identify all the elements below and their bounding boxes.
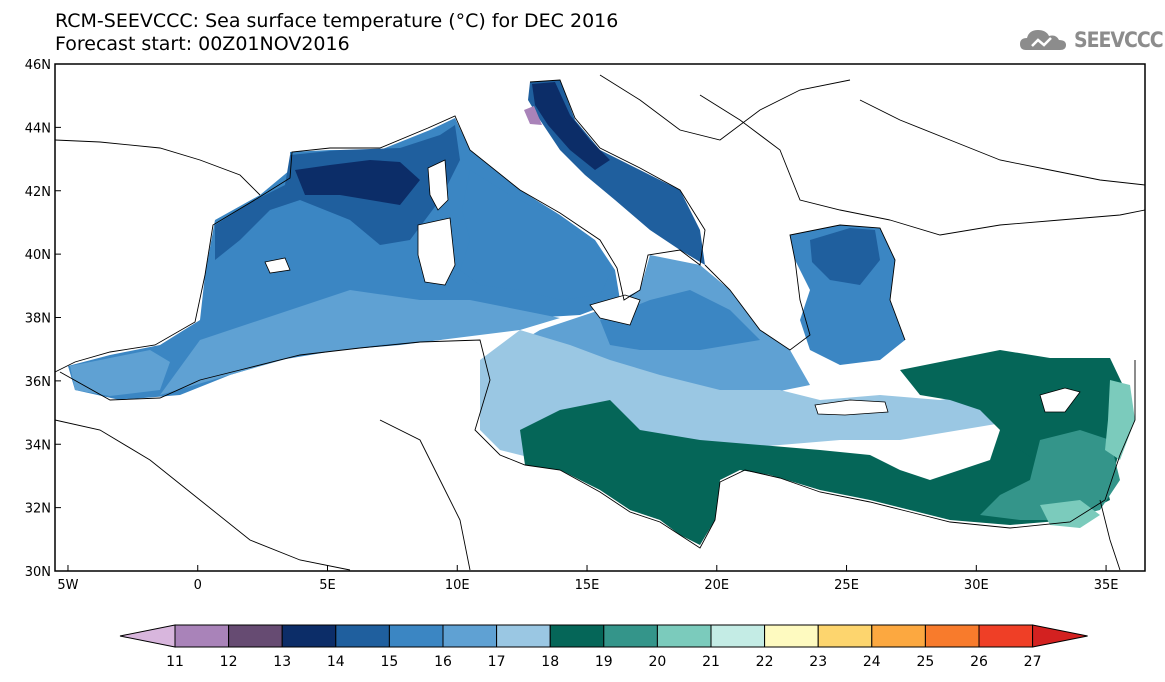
map-title: RCM-SEEVCCC: Sea surface temperature (°C… [55, 10, 619, 32]
colorbar-box [871, 624, 926, 648]
x-tick-label: 5W [57, 578, 78, 593]
colorbar-box [978, 624, 1034, 648]
y-tick-label: 40N [25, 248, 51, 263]
levantine-20 [980, 430, 1120, 520]
colorbar-box [764, 624, 819, 648]
colorbar-label: 13 [273, 654, 291, 670]
north-aegean-15 [810, 228, 880, 285]
colorbar-box [710, 624, 766, 648]
x-tick-label: 10E [445, 578, 470, 593]
colorbar-max-arrow [1032, 624, 1088, 648]
ionian-core-15 [600, 290, 760, 350]
north-adriatic-14 [532, 82, 610, 170]
trieste-12 [524, 106, 542, 125]
seevccc-logo: SEEVCCC [1018, 26, 1164, 56]
colorbar-label: 25 [916, 654, 934, 670]
colorbar-label: 24 [863, 654, 881, 670]
y-tick-label: 42N [25, 185, 51, 200]
latitude-axis: 30N 32N 34N 36N 38N 40N 42N 44N 46N [25, 58, 61, 580]
colorbar-box [817, 624, 873, 648]
colorbar-label: 21 [702, 654, 720, 670]
colorbar-label: 16 [434, 654, 452, 670]
corsica [427, 159, 449, 211]
colorbar-label: 26 [970, 654, 988, 670]
x-tick-label: 20E [704, 578, 729, 593]
sst-map: 5W 0 5E 10E 15E 20E 25E 30E 35E 30N 32N 34N 36N 38N 4… [25, 58, 1146, 593]
cloud-logo-icon [1020, 30, 1066, 50]
colorbar-box [174, 624, 230, 648]
x-tick-label: 35E [1094, 578, 1119, 593]
colorbar-box [281, 624, 337, 648]
y-tick-label: 36N [25, 375, 51, 390]
y-tick-label: 38N [25, 312, 51, 327]
colorbar-label: 18 [541, 654, 559, 670]
sea-temperature-field [68, 80, 1135, 545]
colorbar-label: 15 [380, 654, 398, 670]
colorbar-box [442, 624, 498, 648]
colorbar-box [656, 624, 712, 648]
colorbar-label: 23 [809, 654, 827, 670]
colorbar-boxes [119, 624, 1088, 648]
longitude-axis: 5W 0 5E 10E 15E 20E 25E 30E 35E [57, 565, 1118, 593]
colorbar-min-arrow [119, 624, 176, 648]
colorbar-box [335, 624, 390, 648]
x-tick-label: 5E [319, 578, 336, 593]
colorbar-box [924, 624, 980, 648]
colorbar-box [388, 624, 444, 648]
colorbar-box [496, 624, 551, 648]
levantine-21 [1105, 380, 1135, 460]
x-tick-label: 30E [964, 578, 989, 593]
mallorca [264, 257, 291, 274]
colorbar-label: 17 [488, 654, 506, 670]
colorbar-box [549, 624, 605, 648]
gulf-lion-14 [295, 160, 420, 205]
y-tick-label: 30N [25, 565, 51, 580]
y-tick-label: 34N [25, 438, 51, 453]
colorbar-label: 27 [1024, 654, 1042, 670]
balearic-17 [160, 290, 560, 395]
crete [814, 399, 889, 416]
colorbar-label: 12 [220, 654, 238, 670]
y-tick-label: 32N [25, 502, 51, 517]
cyprus [1039, 387, 1081, 413]
tyrrhenian-16 [460, 170, 612, 300]
colorbar-label: 11 [166, 654, 184, 670]
colorbar-labels: 11 12 13 14 15 16 17 18 19 20 21 22 23 24 25 26 27 [166, 654, 1041, 670]
x-tick-label: 25E [834, 578, 859, 593]
forecast-start-subtitle: Forecast start: 00Z01NOV2016 [55, 33, 350, 55]
coastlines [54, 74, 1146, 571]
sardinia [417, 217, 456, 286]
colorbar-label: 20 [648, 654, 666, 670]
colorbar-box [228, 624, 283, 648]
y-tick-label: 46N [25, 58, 51, 73]
libya-19 [520, 400, 1110, 545]
x-tick-label: 15E [575, 578, 600, 593]
colorbar-label: 22 [756, 654, 774, 670]
alboran-16 [70, 350, 170, 396]
x-tick-label: 0 [194, 578, 202, 593]
y-tick-label: 44N [25, 121, 51, 136]
sicily [589, 294, 641, 326]
colorbar-box [603, 624, 658, 648]
colorbar-label: 19 [595, 654, 613, 670]
south-21 [1040, 500, 1100, 528]
colorbar-label: 14 [327, 654, 345, 670]
logo-text: SEEVCCC [1074, 28, 1164, 52]
land-islands [264, 159, 1081, 416]
